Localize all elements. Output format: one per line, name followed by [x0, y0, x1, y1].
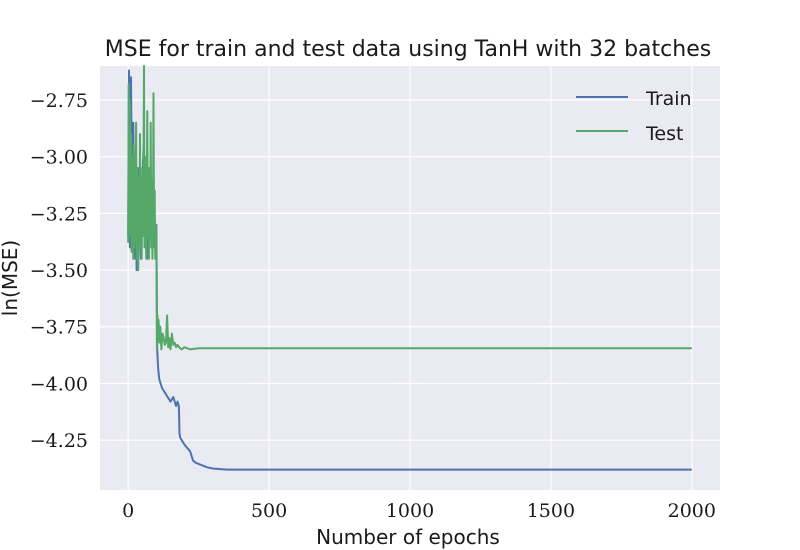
x-tick-label: 1000: [386, 500, 434, 522]
y-tick-label: −2.75: [30, 90, 88, 112]
y-axis-label: ln(MSE): [0, 240, 22, 316]
grid-lines: [100, 66, 720, 490]
x-tick-label: 500: [251, 500, 287, 522]
chart-title: MSE for train and test data using TanH w…: [105, 37, 711, 62]
y-tick-label: −4.00: [30, 373, 88, 395]
y-tick-label: −4.25: [30, 430, 88, 452]
x-tick-label: 0: [122, 500, 134, 522]
y-tick-label: −3.50: [30, 260, 88, 282]
series-layer: [127, 65, 692, 471]
y-tick-label: −3.00: [30, 147, 88, 169]
x-tick-label: 2000: [668, 500, 716, 522]
y-tick-label: −3.25: [30, 203, 88, 225]
series-line-test: [127, 65, 692, 351]
x-axis-label: Number of epochs: [316, 525, 500, 549]
legend-label-train: Train: [645, 88, 692, 110]
x-tick-label: 1500: [527, 500, 575, 522]
legend: Train Test: [576, 88, 692, 145]
y-tick-label: −3.75: [30, 317, 88, 339]
legend-label-test: Test: [645, 123, 683, 145]
y-tick-labels: −2.75 −3.00 −3.25 −3.50 −3.75 −4.00 −4.25: [30, 90, 88, 452]
x-tick-labels: 0 500 1000 1500 2000: [122, 500, 716, 522]
series-line-train: [127, 69, 692, 471]
